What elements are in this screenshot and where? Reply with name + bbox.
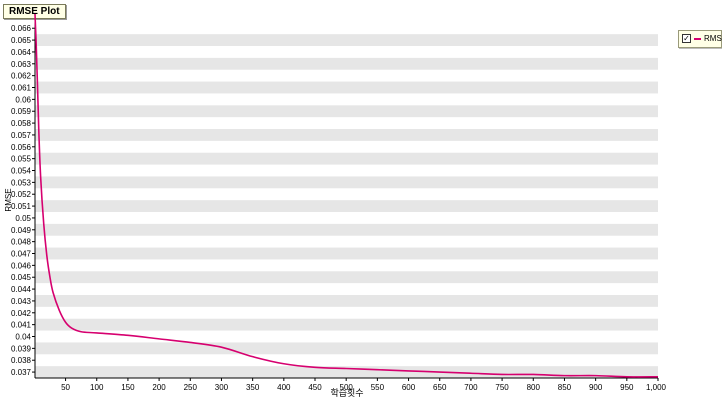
- x-tick-label: 600: [402, 383, 416, 392]
- y-tick-label: 0.057: [11, 131, 32, 140]
- y-tick-label: 0.052: [11, 190, 32, 199]
- y-tick-label: 0.039: [11, 344, 32, 353]
- legend-series-swatch: [694, 38, 701, 40]
- y-tick-label: 0.06: [15, 95, 31, 104]
- y-tick-label: 0.066: [11, 24, 32, 33]
- y-tick-label: 0.059: [11, 107, 32, 116]
- y-tick-label: 0.061: [11, 84, 32, 93]
- grid-band: [35, 81, 658, 94]
- x-tick-label: 650: [433, 383, 447, 392]
- y-tick-label: 0.063: [11, 60, 32, 69]
- x-tick-label: 800: [527, 383, 541, 392]
- y-tick-label: 0.062: [11, 72, 32, 81]
- x-axis-ticks: 50 100 150 200 250 300 350 400 450 500 550 600 650 70…: [61, 378, 667, 392]
- x-tick-label: 850: [558, 383, 572, 392]
- x-tick-label: 250: [184, 383, 198, 392]
- grid-band: [35, 129, 658, 141]
- grid-bands: [35, 34, 658, 378]
- y-tick-label: 0.054: [11, 167, 32, 176]
- x-tick-label: 1,000: [646, 383, 667, 392]
- y-tick-label: 0.047: [11, 250, 32, 259]
- grid-band: [35, 318, 658, 331]
- x-tick-label: 200: [152, 383, 166, 392]
- chart-title: RMSE Plot: [3, 4, 66, 19]
- x-tick-label: 350: [246, 383, 260, 392]
- x-tick-label: 900: [589, 383, 603, 392]
- grid-band: [35, 176, 658, 189]
- grid-band: [35, 57, 658, 70]
- grid-band: [35, 200, 658, 213]
- y-tick-label: 0.065: [11, 36, 32, 45]
- y-tick-label: 0.05: [15, 214, 31, 223]
- x-tick-label: 500: [340, 383, 354, 392]
- x-tick-label: 400: [277, 383, 291, 392]
- x-tick-label: 550: [371, 383, 385, 392]
- y-tick-label: 0.042: [11, 309, 32, 318]
- grid-band: [35, 152, 658, 165]
- y-tick-label: 0.04: [15, 333, 31, 342]
- y-tick-label: 0.051: [11, 202, 32, 211]
- grid-band: [35, 105, 658, 118]
- grid-band: [35, 366, 658, 378]
- legend-series-label: RMSE: [704, 34, 722, 43]
- x-axis-label: 학습횟수: [330, 387, 363, 398]
- grid-band: [35, 342, 658, 355]
- y-tick-label: 0.056: [11, 143, 32, 152]
- y-tick-label: 0.049: [11, 226, 32, 235]
- y-tick-label: 0.037: [11, 368, 32, 377]
- x-tick-label: 100: [90, 383, 104, 392]
- y-tick-label: 0.058: [11, 119, 32, 128]
- x-tick-label: 50: [61, 383, 70, 392]
- y-tick-label: 0.055: [11, 155, 32, 164]
- legend-series-checkbox[interactable]: ✓: [682, 34, 691, 43]
- x-tick-label: 950: [620, 383, 634, 392]
- y-tick-label: 0.046: [11, 261, 32, 270]
- y-tick-label: 0.045: [11, 273, 32, 282]
- y-tick-label: 0.053: [11, 178, 32, 187]
- x-tick-label: 750: [495, 383, 509, 392]
- y-tick-label: 0.041: [11, 321, 32, 330]
- grid-band: [35, 223, 658, 236]
- y-tick-label: 0.048: [11, 238, 32, 247]
- y-tick-label: 0.064: [11, 48, 32, 57]
- y-tick-label: 0.044: [11, 285, 32, 294]
- grid-band: [35, 271, 658, 284]
- x-tick-label: 300: [215, 383, 229, 392]
- x-tick-label: 150: [121, 383, 135, 392]
- grid-band: [35, 295, 658, 307]
- y-axis-label: RMSE: [4, 188, 13, 211]
- x-tick-label: 450: [308, 383, 322, 392]
- grid-band: [35, 34, 658, 47]
- x-tick-label: 700: [464, 383, 478, 392]
- series-group: [34, 13, 659, 378]
- grid-band: [35, 247, 658, 260]
- y-axis-ticks: 0.037 0.038 0.039 0.04 0.041 0.042 0.043 0.044 0…: [11, 24, 35, 377]
- y-tick-label: 0.043: [11, 297, 32, 306]
- y-tick-label: 0.038: [11, 356, 32, 365]
- series-line-rmse: [34, 13, 659, 378]
